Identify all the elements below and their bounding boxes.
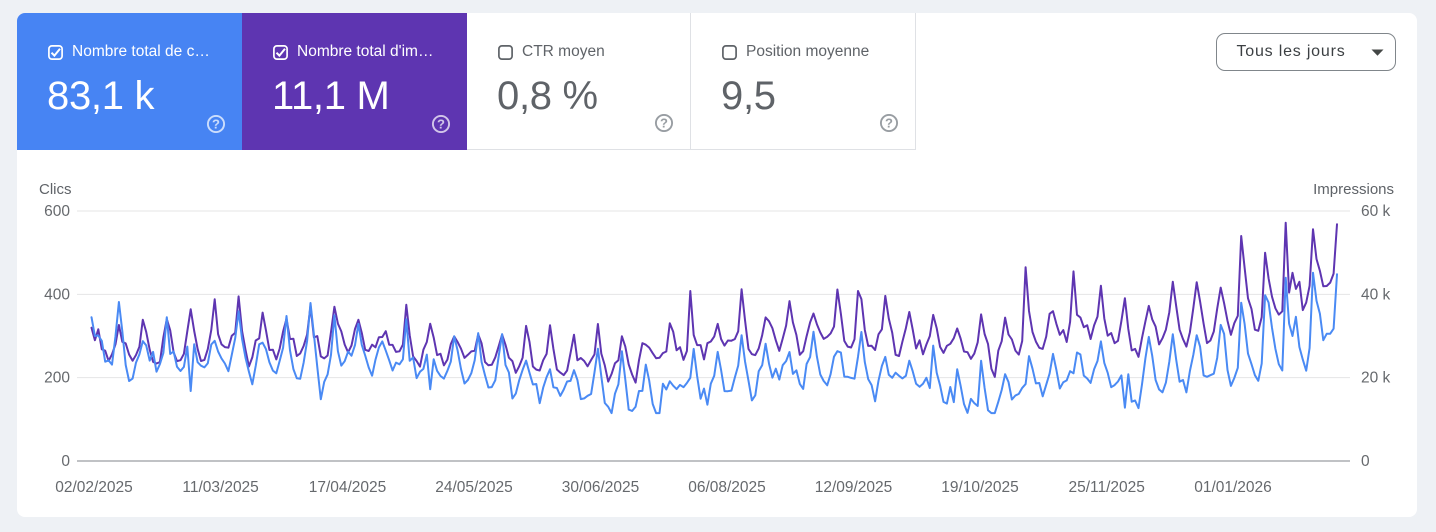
svg-text:40 k: 40 k	[1361, 286, 1391, 303]
svg-text:02/02/2025: 02/02/2025	[55, 479, 133, 496]
svg-text:?: ?	[885, 116, 893, 131]
svg-text:12/09/2025: 12/09/2025	[815, 479, 893, 496]
svg-text:20 k: 20 k	[1361, 370, 1391, 387]
svg-text:17/04/2025: 17/04/2025	[309, 479, 387, 496]
svg-text:60 k: 60 k	[1361, 203, 1391, 220]
svg-text:19/10/2025: 19/10/2025	[941, 479, 1019, 496]
svg-text:11/03/2025: 11/03/2025	[182, 479, 258, 496]
svg-text:Impressions: Impressions	[1313, 181, 1394, 198]
svg-text:24/05/2025: 24/05/2025	[435, 479, 513, 496]
svg-text:?: ?	[660, 116, 668, 131]
svg-text:?: ?	[437, 117, 445, 132]
svg-text:30/06/2025: 30/06/2025	[562, 479, 640, 496]
svg-text:400: 400	[44, 286, 70, 303]
svg-text:0: 0	[61, 453, 70, 470]
svg-text:200: 200	[44, 370, 70, 387]
svg-text:06/08/2025: 06/08/2025	[688, 479, 766, 496]
svg-text:0: 0	[1361, 453, 1370, 470]
svg-text:01/01/2026: 01/01/2026	[1194, 479, 1272, 496]
svg-text:?: ?	[212, 117, 220, 132]
svg-text:25/11/2025: 25/11/2025	[1068, 479, 1144, 496]
svg-text:600: 600	[44, 203, 70, 220]
svg-text:Clics: Clics	[39, 181, 72, 198]
